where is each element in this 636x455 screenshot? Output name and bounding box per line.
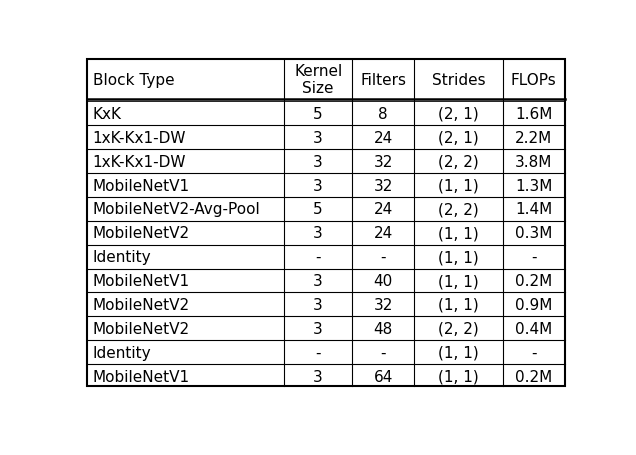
Text: 2.2M: 2.2M [515,131,553,146]
Text: 3: 3 [314,321,323,336]
Text: Strides: Strides [432,72,485,87]
Text: (2, 1): (2, 1) [438,106,479,121]
Text: 3: 3 [314,273,323,288]
Text: -: - [315,345,321,360]
Text: 24: 24 [373,226,393,241]
Text: 32: 32 [373,297,393,312]
Text: KxK: KxK [93,106,122,121]
Text: (2, 2): (2, 2) [438,154,479,169]
Text: (2, 1): (2, 1) [438,131,479,146]
Text: 8: 8 [378,106,388,121]
Text: 3: 3 [314,154,323,169]
Text: Identity: Identity [93,250,151,265]
Text: MobileNetV2: MobileNetV2 [93,297,190,312]
Text: 3: 3 [314,369,323,384]
Text: (1, 1): (1, 1) [438,297,479,312]
Text: 5: 5 [314,106,323,121]
Text: 24: 24 [373,131,393,146]
Text: (2, 2): (2, 2) [438,321,479,336]
Text: Filters: Filters [360,72,406,87]
Text: 0.2M: 0.2M [515,369,553,384]
Text: 32: 32 [373,178,393,193]
Text: (1, 1): (1, 1) [438,369,479,384]
Text: 40: 40 [373,273,393,288]
Text: 3: 3 [314,178,323,193]
Text: -: - [531,345,537,360]
Text: 1xK-Kx1-DW: 1xK-Kx1-DW [93,131,186,146]
Text: (2, 2): (2, 2) [438,202,479,217]
Text: 5: 5 [314,202,323,217]
Text: 48: 48 [373,321,393,336]
Text: (1, 1): (1, 1) [438,226,479,241]
Text: 64: 64 [373,369,393,384]
Text: 1.6M: 1.6M [515,106,553,121]
Text: 3: 3 [314,297,323,312]
Text: MobileNetV1: MobileNetV1 [93,369,190,384]
Text: 1.3M: 1.3M [515,178,553,193]
Text: -: - [380,345,386,360]
Text: Identity: Identity [93,345,151,360]
Text: 3: 3 [314,131,323,146]
Text: 0.4M: 0.4M [515,321,553,336]
Text: (1, 1): (1, 1) [438,178,479,193]
Text: Kernel
Size: Kernel Size [294,64,342,96]
Text: 0.9M: 0.9M [515,297,553,312]
Text: MobileNetV1: MobileNetV1 [93,273,190,288]
Text: 32: 32 [373,154,393,169]
Text: 1.4M: 1.4M [515,202,553,217]
Text: (1, 1): (1, 1) [438,273,479,288]
Text: MobileNetV1: MobileNetV1 [93,178,190,193]
Text: -: - [315,250,321,265]
Text: Block Type: Block Type [93,72,174,87]
Text: 1xK-Kx1-DW: 1xK-Kx1-DW [93,154,186,169]
Text: 0.2M: 0.2M [515,273,553,288]
Text: 3: 3 [314,226,323,241]
Text: 3.8M: 3.8M [515,154,553,169]
Text: (1, 1): (1, 1) [438,345,479,360]
Text: FLOPs: FLOPs [511,72,556,87]
Text: 24: 24 [373,202,393,217]
Text: MobileNetV2: MobileNetV2 [93,321,190,336]
Text: -: - [531,250,537,265]
Text: (1, 1): (1, 1) [438,250,479,265]
Text: 0.3M: 0.3M [515,226,553,241]
Text: MobileNetV2: MobileNetV2 [93,226,190,241]
Text: -: - [380,250,386,265]
Text: MobileNetV2-Avg-Pool: MobileNetV2-Avg-Pool [93,202,261,217]
